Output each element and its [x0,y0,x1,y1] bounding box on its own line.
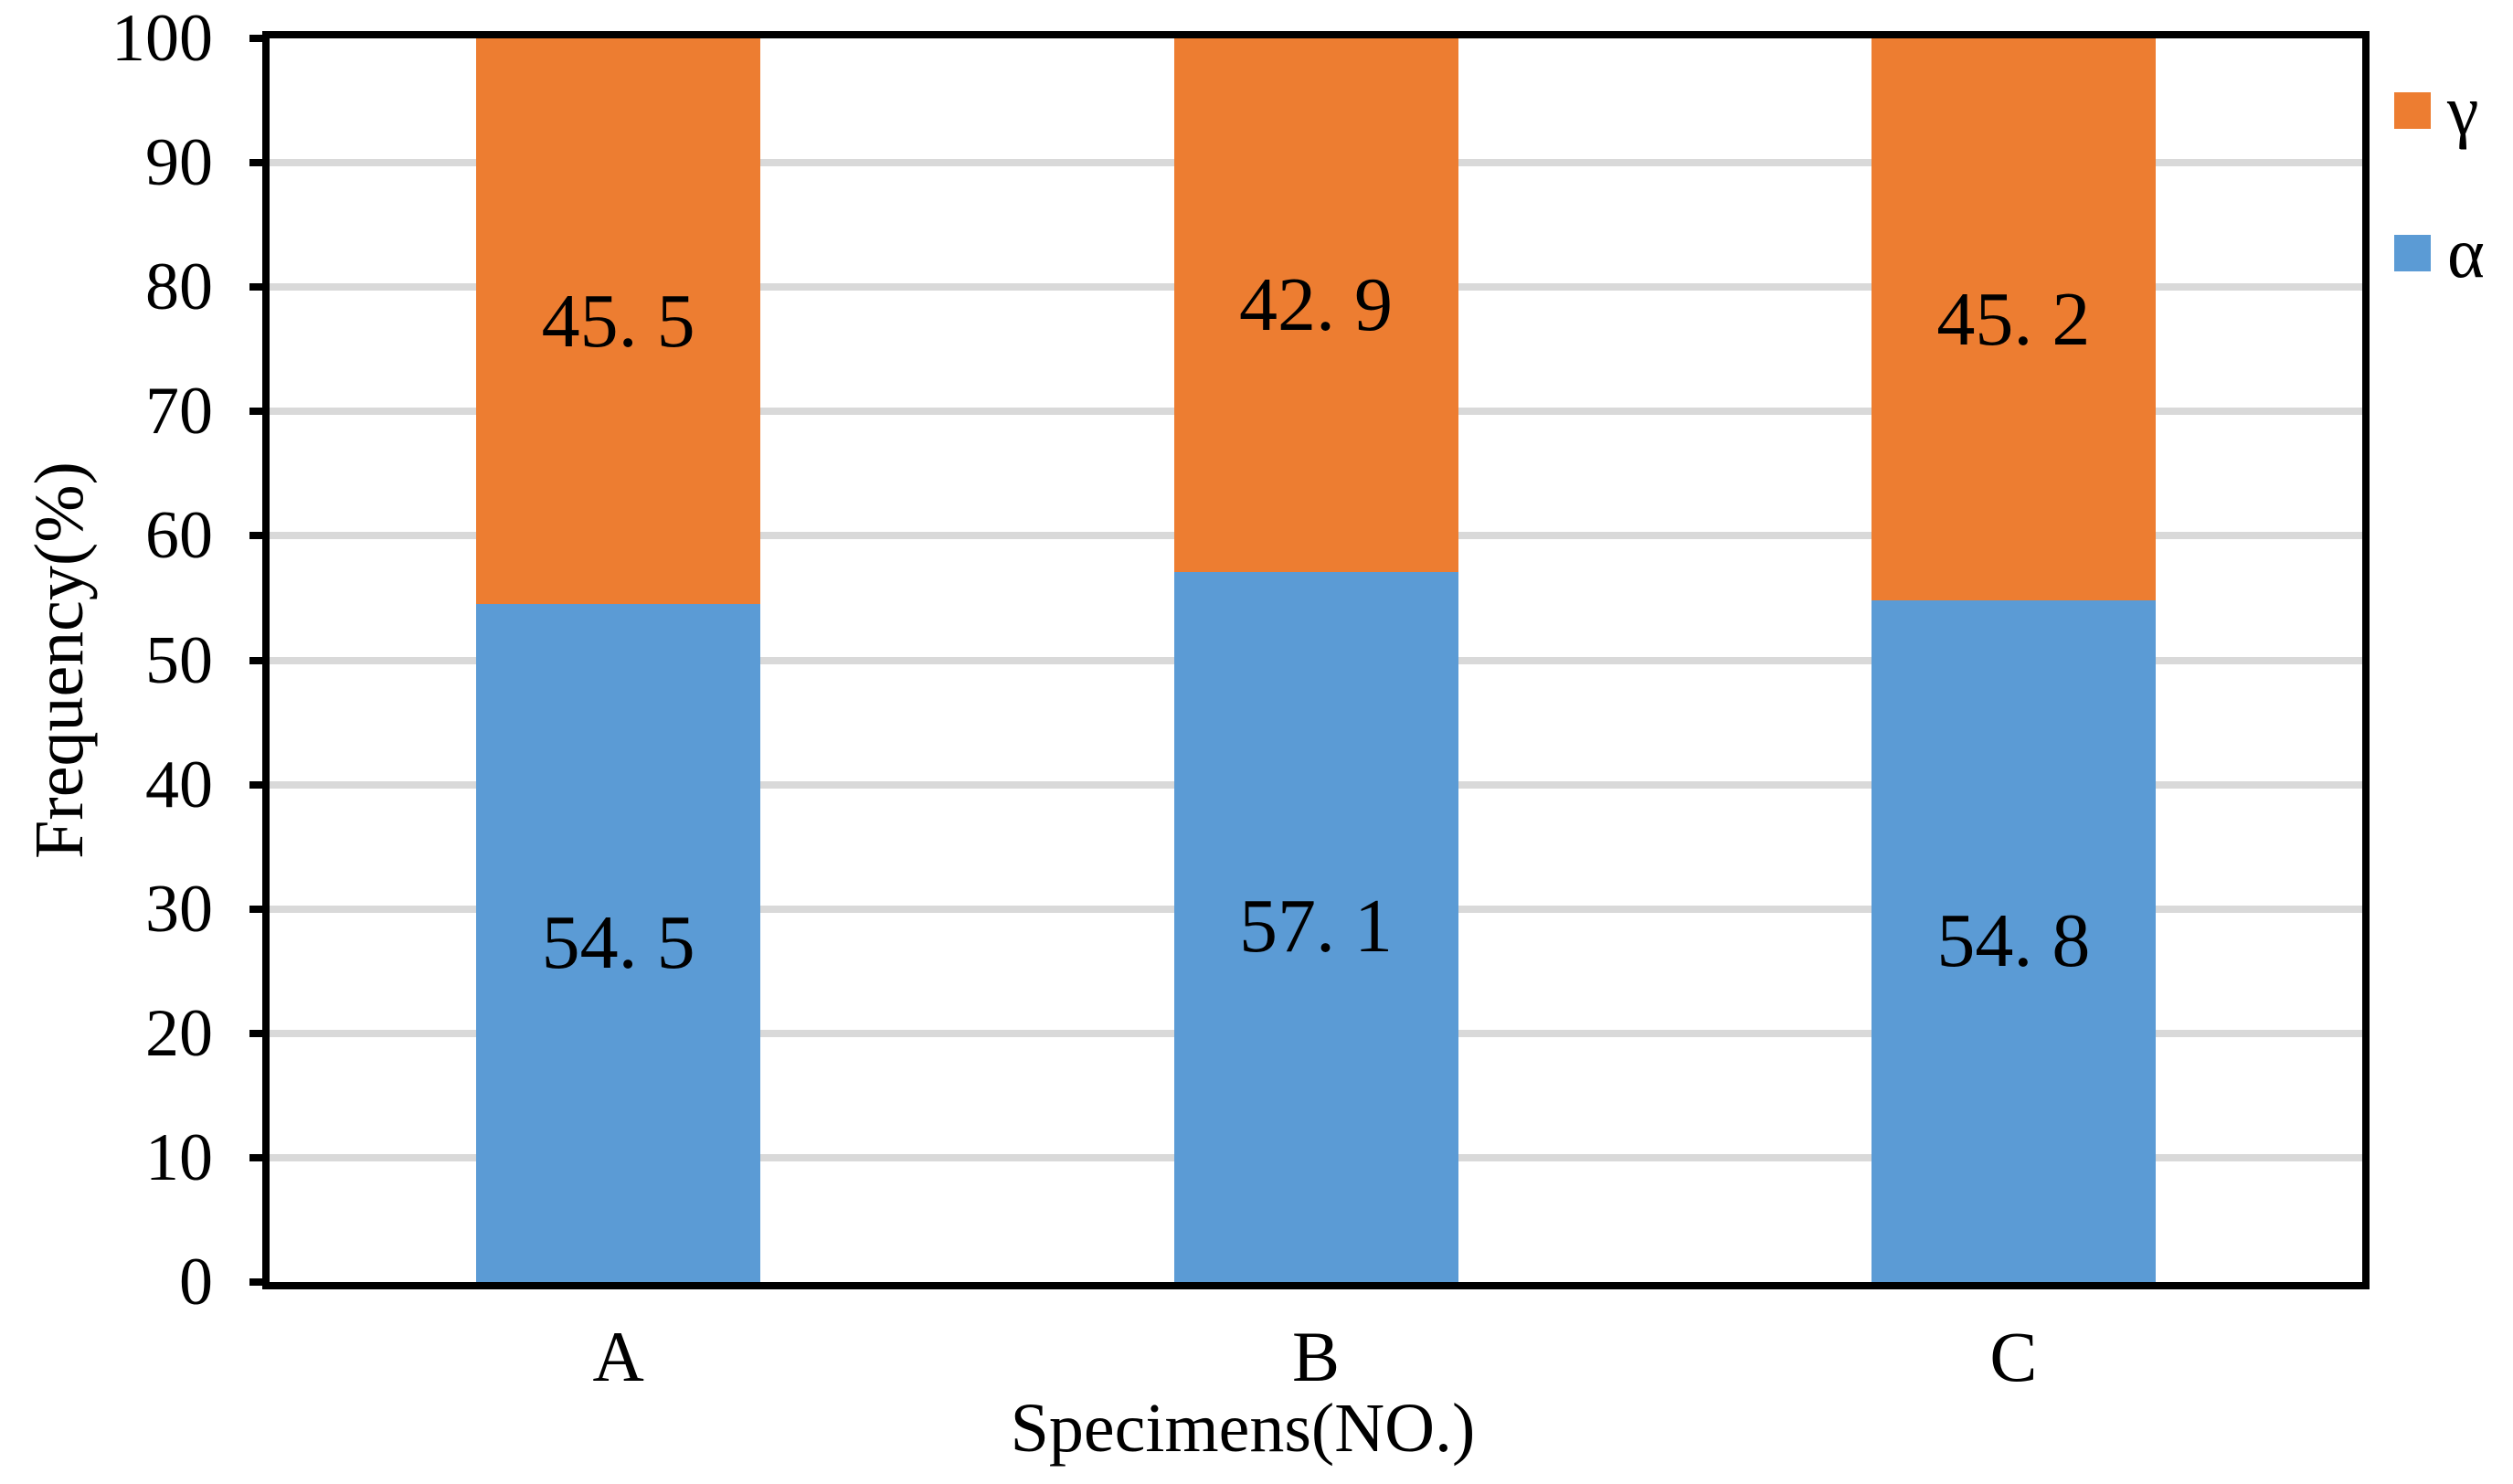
legend-label: α [2447,213,2485,292]
bar-value-label: 42. 9 [1239,261,1393,347]
legend-label: γ [2447,70,2479,150]
y-tick-mark [249,532,270,540]
bar-stack-A: 54. 5 45. 5 [476,38,761,1282]
x-category-label-B: B [1291,1317,1341,1396]
bar-value-label: 57. 1 [1239,884,1393,970]
y-tick-mark [249,1153,270,1161]
legend-item-α: α [2394,217,2485,290]
x-axis-title: Specimens(NO.) [1010,1390,1476,1467]
y-tick-label: 80 [145,249,213,325]
y-tick-label: 90 [145,125,213,201]
bar-segment-γ-B: 42. 9 [1173,38,1458,572]
y-tick-label: 30 [145,871,213,947]
y-tick-label: 50 [145,622,213,698]
y-tick-label: 20 [145,995,213,1071]
y-tick-mark [249,283,270,292]
x-category-label-C: C [1989,1317,2038,1396]
y-tick-mark [249,159,270,167]
bar-segment-α-A: 54. 5 [476,604,761,1282]
bar-value-label: 45. 5 [541,278,695,364]
y-tick-label: 60 [145,498,213,574]
bar-segment-γ-C: 45. 2 [1871,38,2156,601]
legend-item-γ: γ [2394,74,2478,147]
bar-value-label: 54. 5 [541,900,695,986]
y-tick-mark [249,35,270,42]
y-tick-mark [249,1278,270,1286]
bar-segment-α-B: 57. 1 [1173,571,1458,1282]
y-tick-mark [249,1029,270,1037]
bar-stack-C: 54. 8 45. 2 [1871,38,2156,1282]
y-tick-label: 40 [145,747,213,822]
bar-value-label: 54. 8 [1936,898,2091,984]
bar-segment-α-C: 54. 8 [1871,600,2156,1282]
y-tick-label: 0 [179,1245,213,1320]
y-tick-mark [249,780,270,789]
y-tick-label: 100 [111,1,213,76]
plot-area: 54. 5 45. 5 57. 1 42. 9 54. 8 45. 2 [262,31,2370,1289]
y-tick-mark [249,656,270,664]
x-category-label-A: A [592,1317,644,1396]
bar-stack-B: 57. 1 42. 9 [1173,38,1458,1282]
bars-layer: 54. 5 45. 5 57. 1 42. 9 54. 8 45. 2 [270,38,2362,1282]
legend-swatch-square-icon [2394,235,2431,271]
y-tick-mark [249,408,270,416]
y-tick-label: 70 [145,374,213,450]
bar-value-label: 45. 2 [1936,276,2091,362]
y-tick-label: 10 [145,1119,213,1195]
y-tick-mark [249,905,270,913]
bar-segment-γ-A: 45. 5 [476,38,761,605]
legend-swatch-square-icon [2394,92,2431,129]
